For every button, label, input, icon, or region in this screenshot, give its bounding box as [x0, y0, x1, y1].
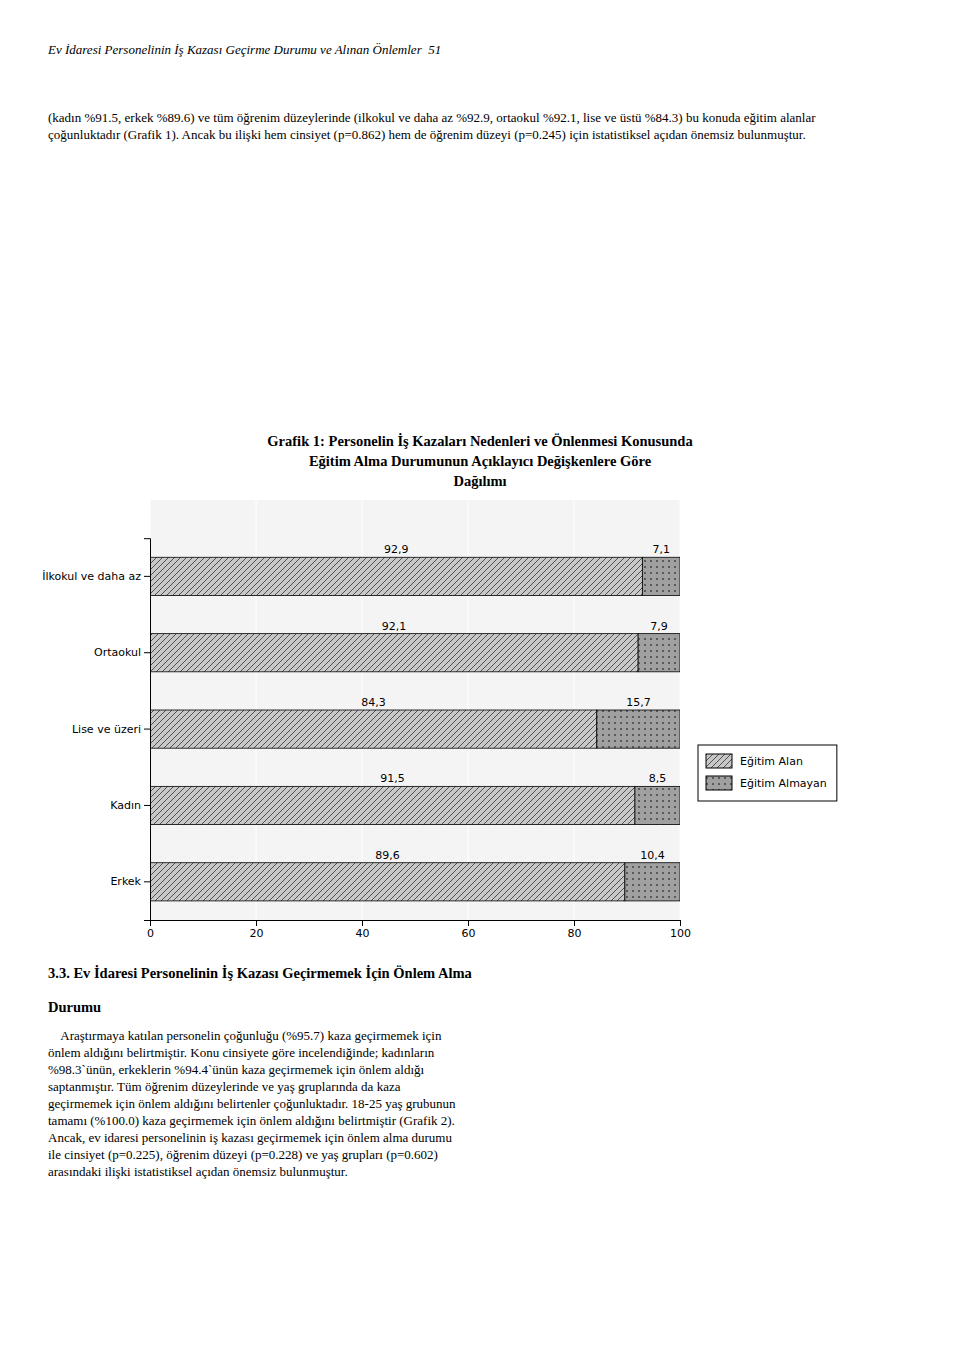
data-label: 91,5	[380, 772, 405, 785]
tick: 100	[670, 920, 691, 940]
bars	[150, 557, 680, 901]
tick-mark	[680, 920, 681, 926]
x-axis: 0 20 40 60 80 100	[147, 920, 691, 940]
bar	[150, 786, 635, 824]
tick-label: 100	[670, 927, 691, 940]
tick-label: 20	[250, 927, 264, 940]
axis-line	[144, 539, 151, 921]
chart-title: Grafik 1: Personelin İş Kazaları Nedenle…	[267, 433, 693, 489]
tick-label: İlkokul ve daha az	[42, 570, 141, 583]
bar	[635, 786, 680, 824]
tick-label: 40	[356, 927, 370, 940]
bar	[597, 710, 680, 748]
data-label: 15,7	[626, 696, 651, 709]
axis-line	[151, 921, 681, 927]
data-label: 92,1	[382, 620, 407, 633]
data-label: 92,9	[384, 543, 409, 556]
grid	[150, 500, 680, 920]
tick: 40	[356, 920, 370, 940]
tick-label: Lise ve üzeri	[72, 723, 141, 736]
tick-mark	[144, 576, 150, 577]
data-label: 10,4	[640, 849, 665, 862]
annotation: (kadın %91.5, erkek %89.6) ve tüm öğreni…	[48, 110, 816, 142]
annotation: Ev İdaresi Personelinin İş Kazası Geçirm…	[47, 42, 441, 57]
tick: Ortaokul	[94, 646, 150, 659]
annotation: Durumu	[48, 999, 101, 1015]
legend-frame	[698, 745, 837, 801]
legend-label: Eğitim Alan	[740, 755, 803, 768]
tick: Erkek	[110, 875, 150, 888]
data-labels: 89,6 91,5 84,3 92,1 92,9 10,4 8,5 15,7 7,9 7,1	[361, 543, 670, 861]
tick-mark	[362, 920, 363, 926]
legend-swatch	[706, 754, 732, 768]
page: Ev İdaresi Personelinin İş Kazası Geçirm…	[0, 0, 960, 1357]
tick-label: 0	[147, 927, 154, 940]
annotation: 3.3. Ev İdaresi Personelinin İş Kazası G…	[48, 965, 473, 981]
bar	[150, 634, 638, 672]
data-label: 84,3	[361, 696, 386, 709]
plot-background	[150, 500, 680, 920]
tick-mark	[144, 729, 150, 730]
bar	[642, 557, 680, 595]
data-label: 8,5	[649, 772, 667, 785]
bar	[150, 557, 642, 595]
tick: İlkokul ve daha az	[42, 570, 150, 583]
bar	[625, 863, 680, 901]
bar	[150, 863, 625, 901]
data-label: 7,1	[652, 543, 670, 556]
tick: 0	[147, 920, 154, 940]
tick: 20	[250, 920, 264, 940]
legend-label: Eğitim Almayan	[740, 777, 827, 790]
tick-mark	[144, 652, 150, 653]
tick-mark	[144, 881, 150, 882]
y-axis: Erkek Kadın Lise ve üzeri Ortaokul İlkokul v…	[42, 539, 150, 921]
legend-swatch	[706, 776, 732, 790]
tick-label: Erkek	[110, 875, 141, 888]
data-label: 7,9	[650, 620, 668, 633]
tick-label: 60	[462, 927, 476, 940]
bar	[638, 634, 680, 672]
tick-label: 80	[568, 927, 582, 940]
tick: Lise ve üzeri	[72, 723, 150, 736]
tick-mark	[468, 920, 469, 926]
tick-mark	[574, 920, 575, 926]
tick-label: Kadın	[110, 799, 141, 812]
tick-mark	[144, 805, 150, 806]
tick-label: Ortaokul	[94, 646, 141, 659]
tick: Kadın	[110, 799, 150, 812]
annotation: Araştırmaya katılan personelin çoğunluğu…	[48, 1028, 456, 1179]
tick: 60	[462, 920, 476, 940]
legend: Eğitim Alan Eğitim Almayan	[698, 745, 837, 801]
data-label: 89,6	[375, 849, 400, 862]
tick-mark	[256, 920, 257, 926]
tick: 80	[568, 920, 582, 940]
bar	[150, 710, 597, 748]
